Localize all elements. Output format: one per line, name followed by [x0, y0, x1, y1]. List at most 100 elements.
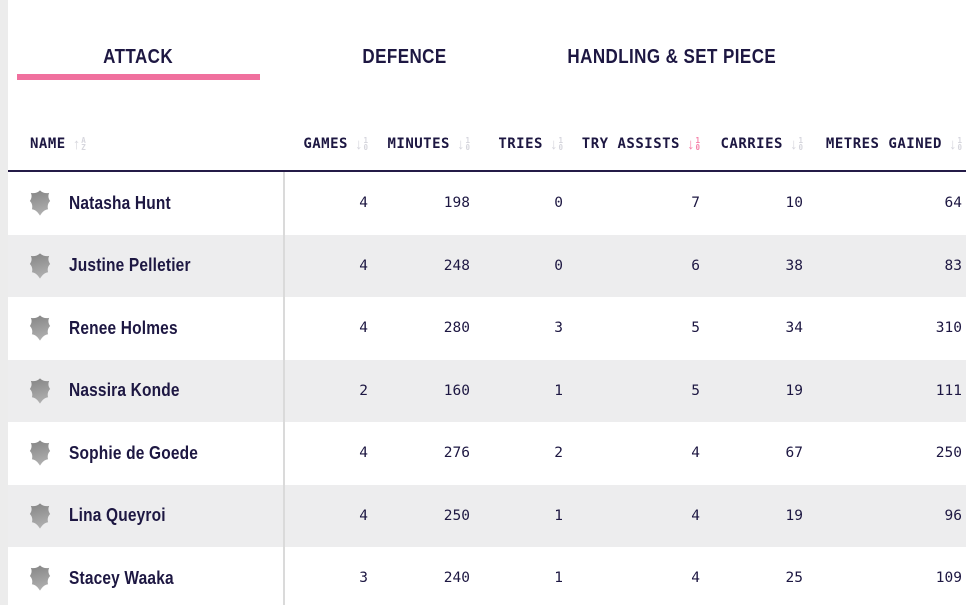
player-name: Justine Pelletier [69, 255, 191, 276]
player-name: Renee Holmes [69, 317, 178, 338]
stat-metres-gained: 111 [935, 382, 962, 399]
player-name: Nassira Konde [69, 380, 180, 401]
team-shield-icon [29, 503, 51, 529]
player-name-cell: Renee Holmes [8, 313, 283, 343]
stat-carries: 19 [785, 382, 803, 399]
player-name: Lina Queyroi [69, 505, 166, 526]
table-row[interactable]: Stacey Waaka 3 240 1 4 25 109 [8, 547, 966, 605]
table-row[interactable]: Renee Holmes 4 280 3 5 34 310 [8, 297, 966, 360]
stat-metres-gained: 96 [944, 507, 962, 524]
stat-minutes: 248 [443, 257, 470, 274]
stat-tries: 1 [554, 382, 563, 399]
stat-try-assists: 4 [691, 445, 700, 462]
player-name-cell: Lina Queyroi [8, 501, 283, 531]
team-shield-icon [29, 253, 51, 279]
column-divider [283, 172, 285, 605]
column-header-label: GAMES [303, 136, 348, 152]
tab-bar: ATTACK DEFENCE HANDLING & SET PIECE [8, 44, 966, 80]
stat-try-assists: 6 [691, 257, 700, 274]
team-shield-icon [29, 378, 51, 404]
stat-try-assists: 5 [691, 320, 700, 337]
stat-games: 4 [359, 507, 368, 524]
table-row[interactable]: Natasha Hunt 4 198 0 7 10 64 [8, 172, 966, 235]
column-header-label: MINUTES [387, 136, 450, 152]
stat-tries: 1 [554, 570, 563, 587]
player-name: Stacey Waaka [69, 567, 174, 588]
column-header-label: TRY ASSISTS [581, 136, 680, 152]
stat-metres-gained: 250 [935, 445, 962, 462]
stat-minutes: 280 [443, 320, 470, 337]
player-name-cell: Sophie de Goede [8, 438, 283, 468]
stat-tries: 3 [554, 320, 563, 337]
stat-carries: 10 [785, 195, 803, 212]
stat-games: 4 [359, 195, 368, 212]
column-header-label: TRIES [498, 136, 543, 152]
stat-metres-gained: 64 [944, 195, 962, 212]
team-shield-icon [29, 315, 51, 341]
stat-carries: 38 [785, 257, 803, 274]
tab-defence[interactable]: DEFENCE [283, 44, 526, 80]
stat-tries: 0 [554, 195, 563, 212]
table-row[interactable]: Nassira Konde 2 160 1 5 19 111 [8, 359, 966, 422]
player-name-cell: Stacey Waaka [8, 563, 283, 593]
stat-tries: 2 [554, 445, 563, 462]
stat-minutes: 160 [443, 382, 470, 399]
player-name: Natasha Hunt [69, 192, 171, 213]
stat-games: 3 [359, 570, 368, 587]
stat-metres-gained: 83 [944, 257, 962, 274]
player-name-cell: Justine Pelletier [8, 251, 283, 281]
player-name-cell: Nassira Konde [8, 376, 283, 406]
column-header-label: METRES GAINED [825, 136, 942, 152]
player-name: Sophie de Goede [69, 442, 199, 463]
stat-tries: 1 [554, 507, 563, 524]
stat-games: 2 [359, 382, 368, 399]
table-row[interactable]: Sophie de Goede 4 276 2 4 67 250 [8, 422, 966, 485]
team-shield-icon [29, 440, 51, 466]
tab-handling-set-piece[interactable]: HANDLING & SET PIECE [549, 44, 792, 80]
stat-carries: 25 [785, 570, 803, 587]
tab-attack[interactable]: ATTACK [17, 44, 260, 80]
page-edge [0, 0, 8, 605]
table-row[interactable]: Lina Queyroi 4 250 1 4 19 96 [8, 484, 966, 547]
stat-minutes: 198 [443, 195, 470, 212]
stat-try-assists: 5 [691, 382, 700, 399]
player-name-cell: Natasha Hunt [8, 188, 283, 218]
stat-carries: 67 [785, 445, 803, 462]
stats-panel: ATTACK DEFENCE HANDLING & SET PIECE NAME… [8, 0, 966, 605]
stat-carries: 19 [785, 507, 803, 524]
stat-try-assists: 4 [691, 507, 700, 524]
stat-metres-gained: 109 [935, 570, 962, 587]
stat-minutes: 250 [443, 507, 470, 524]
stat-minutes: 240 [443, 570, 470, 587]
stat-games: 4 [359, 257, 368, 274]
stat-try-assists: 7 [691, 195, 700, 212]
tab-label: HANDLING & SET PIECE [567, 46, 777, 68]
team-shield-icon [29, 190, 51, 216]
stat-games: 4 [359, 445, 368, 462]
stat-tries: 0 [554, 257, 563, 274]
team-shield-icon [29, 565, 51, 591]
table-body: Natasha Hunt 4 198 0 7 10 64 Justine Pel… [8, 172, 966, 605]
table-row[interactable]: Justine Pelletier 4 248 0 6 38 83 [8, 234, 966, 297]
column-header-label: CARRIES [720, 136, 783, 152]
tab-label: ATTACK [103, 46, 174, 68]
tab-label: DEFENCE [362, 46, 447, 68]
stat-games: 4 [359, 320, 368, 337]
column-header-label: NAME [30, 136, 66, 152]
stat-metres-gained: 310 [935, 320, 962, 337]
